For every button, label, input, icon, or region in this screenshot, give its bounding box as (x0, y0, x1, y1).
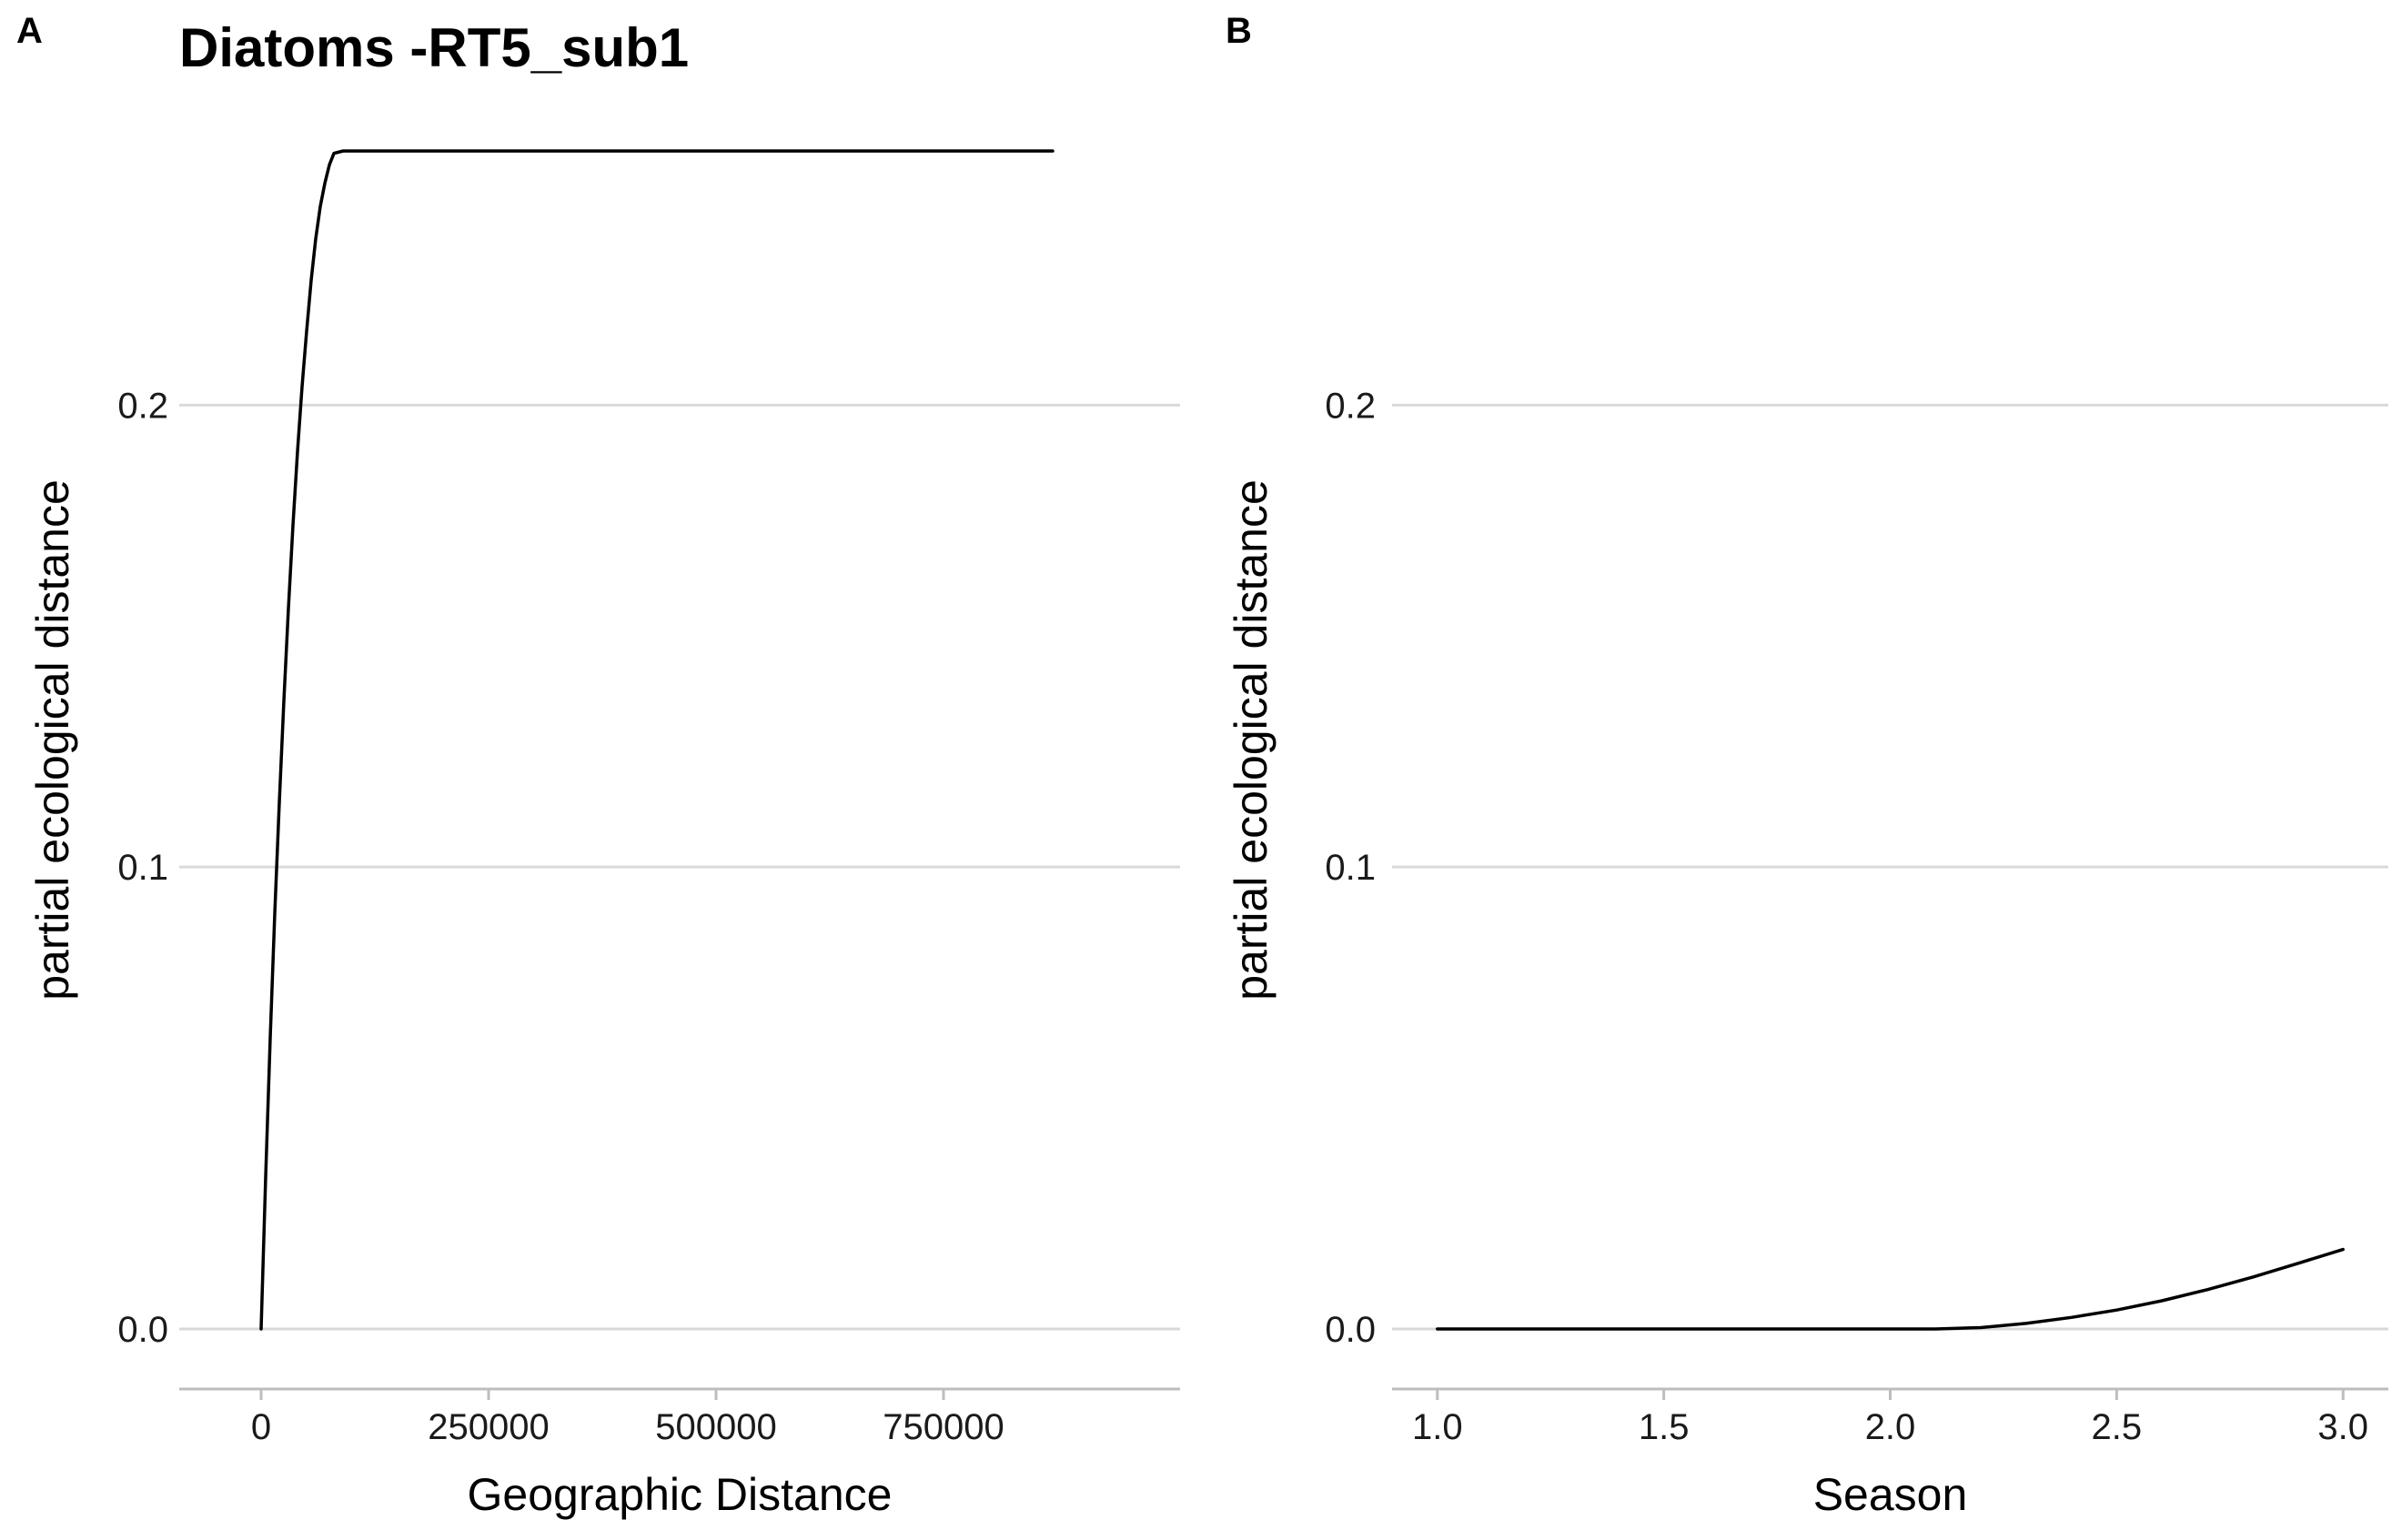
chart-title: Diatoms -RT5_sub1 (179, 17, 690, 78)
y-axis-title: partial ecological distance (1226, 479, 1277, 1001)
panel-label-a: A (16, 11, 43, 51)
x-tick-label: 250000 (428, 1407, 549, 1447)
y-tick-label: 0.1 (117, 848, 168, 888)
x-tick-label: 750000 (883, 1407, 1004, 1447)
x-axis-title: Season (1813, 1469, 1968, 1520)
y-tick-label: 0.0 (1325, 1310, 1376, 1350)
x-tick-label: 1.5 (1639, 1407, 1690, 1447)
x-tick-label: 2.0 (1865, 1407, 1916, 1447)
panel-label-b: B (1226, 11, 1252, 51)
series-line (259, 149, 1055, 1331)
chart-panel-b: 0.0 0.1 0.2 1.0 1.5 2.0 2.5 3.0 Season partial ec… (1226, 386, 2388, 1520)
x-tick-label: 3.0 (2317, 1407, 2368, 1447)
x-tick-label: 1.0 (1412, 1407, 1463, 1447)
y-tick-label: 0.1 (1325, 848, 1376, 888)
chart-panel-a: 0.0 0.1 0.2 0 250000 500000 750000 Geographic D… (27, 149, 1180, 1520)
x-tick-label: 2.5 (2092, 1407, 2143, 1447)
y-tick-label: 0.2 (1325, 386, 1376, 426)
series-line (1436, 1247, 2345, 1331)
x-axis-title: Geographic Distance (468, 1469, 893, 1520)
y-tick-label: 0.2 (117, 386, 168, 426)
x-tick-label: 0 (251, 1407, 271, 1447)
x-tick-label: 500000 (655, 1407, 776, 1447)
y-tick-label: 0.0 (117, 1310, 168, 1350)
y-axis-title: partial ecological distance (27, 479, 78, 1001)
